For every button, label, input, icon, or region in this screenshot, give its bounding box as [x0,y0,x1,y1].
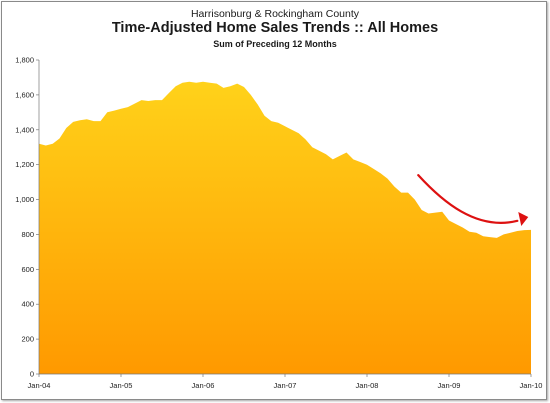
x-tick-label: Jan-07 [274,381,297,390]
y-tick-label: 1,200 [15,160,34,169]
x-tick-label: Jan-06 [192,381,215,390]
y-tick-label: 600 [21,265,34,274]
y-tick-label: 200 [21,335,34,344]
area-series [39,81,531,375]
trend-arrow-head [518,212,529,226]
x-tick-label: Jan-10 [520,381,543,390]
x-tick-label: Jan-04 [28,381,51,390]
trend-arrow [417,174,519,224]
y-tick-label: 0 [30,370,34,379]
y-tick-label: 1,000 [15,195,34,204]
y-tick-label: 400 [21,300,34,309]
y-tick-label: 1,600 [15,90,34,99]
x-tick-label: Jan-05 [110,381,133,390]
chart-supertitle: Harrisonburg & Rockingham County [190,8,360,20]
y-tick-label: 1,800 [15,56,34,65]
y-tick-label: 1,400 [15,125,34,134]
x-tick-label: Jan-08 [356,381,379,390]
chart-subtitle: Sum of Preceding 12 Months [213,39,337,49]
y-tick-label: 800 [21,230,34,239]
x-tick-label: Jan-09 [438,381,461,390]
chart-title: Time-Adjusted Home Sales Trends :: All H… [111,20,439,36]
